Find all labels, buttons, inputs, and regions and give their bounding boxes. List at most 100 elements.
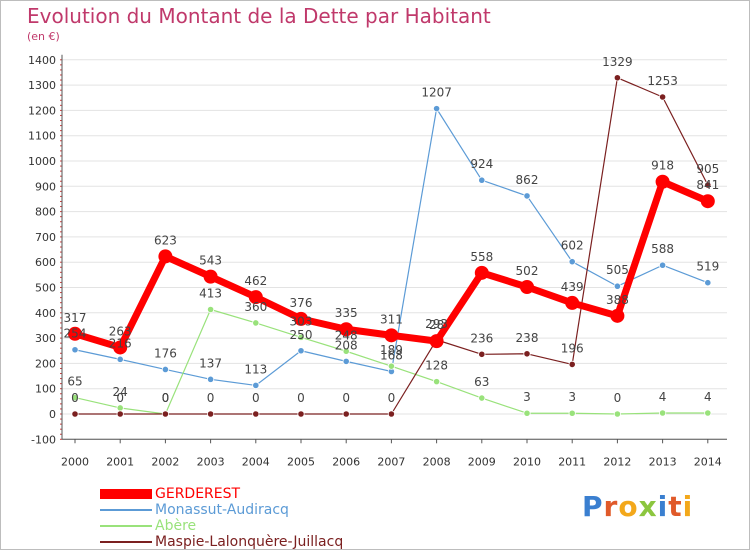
data-point: [474, 265, 489, 280]
data-label: 196: [561, 341, 584, 355]
data-label: 236: [470, 331, 493, 345]
data-label: 0: [388, 391, 396, 405]
chart-legend: GERDEREST Monassut-Audiracq Abère Maspie-La…: [100, 486, 343, 550]
data-label: 0: [116, 391, 124, 405]
data-label: 189: [380, 343, 403, 357]
data-label: 1329: [602, 55, 633, 69]
data-point: [478, 350, 486, 358]
data-label: 0: [614, 391, 622, 405]
data-label: 4: [704, 390, 712, 404]
data-point: [207, 305, 215, 314]
data-point: [248, 290, 263, 305]
data-point: [113, 340, 128, 355]
data-point: [384, 328, 399, 343]
y-tick-label: 900: [35, 180, 56, 193]
data-point: [565, 295, 580, 310]
legend-label: Monassut-Audiracq: [155, 502, 289, 518]
data-point: [252, 381, 260, 390]
data-point: [520, 279, 534, 294]
data-point: [203, 269, 218, 284]
data-label: 0: [252, 391, 260, 405]
data-point: [568, 258, 576, 266]
data-point: [432, 378, 441, 386]
data-point: [71, 393, 79, 402]
x-tick-label: 2006: [332, 455, 360, 468]
data-point: [568, 409, 576, 417]
logo-letter: P: [582, 490, 604, 523]
data-point: [252, 319, 260, 327]
data-label: 65: [67, 375, 82, 389]
chart-subtitle: (en €): [27, 30, 60, 43]
y-tick-label: 1000: [28, 155, 56, 168]
data-label: 918: [651, 159, 674, 173]
data-label: 311: [380, 312, 403, 326]
data-point: [700, 194, 715, 209]
data-label: 248: [335, 328, 358, 342]
data-label: 128: [425, 359, 448, 373]
y-tick-label: 400: [35, 307, 56, 320]
y-tick-label: -100: [31, 433, 56, 446]
legend-swatch: [100, 509, 152, 511]
data-point: [342, 347, 350, 355]
data-point: [339, 322, 354, 337]
data-point: [704, 409, 712, 417]
y-tick-label: 800: [35, 206, 56, 219]
data-label: 63: [474, 375, 489, 389]
data-label: 28: [429, 318, 444, 332]
legend-item: GERDEREST: [100, 486, 343, 502]
legend-label: Abère: [155, 518, 197, 534]
data-point: [207, 410, 215, 418]
data-label: 413: [199, 287, 222, 301]
y-tick-label: 500: [35, 282, 56, 295]
data-point: [294, 311, 308, 326]
data-label: 24: [113, 385, 128, 399]
legend-swatch: [100, 489, 152, 499]
x-tick-label: 2001: [106, 455, 134, 468]
data-label: 841: [696, 178, 719, 192]
x-tick-label: 2013: [649, 455, 677, 468]
data-point: [297, 333, 305, 341]
x-tick-label: 2003: [197, 455, 225, 468]
data-label: 238: [516, 331, 539, 345]
data-point: [429, 334, 444, 349]
data-label: 113: [244, 362, 267, 376]
y-tick-label: 700: [35, 231, 56, 244]
x-tick-label: 2010: [513, 455, 541, 468]
y-tick-label: 200: [35, 357, 56, 370]
data-label: 360: [244, 300, 267, 314]
x-tick-label: 2002: [151, 455, 179, 468]
data-point: [116, 404, 124, 412]
data-point: [613, 282, 622, 290]
x-tick-label: 2007: [377, 455, 405, 468]
data-point: [523, 192, 531, 200]
data-label: 462: [244, 274, 267, 288]
data-point: [478, 394, 486, 402]
y-tick-label: 1300: [28, 79, 56, 92]
data-point: [161, 365, 169, 374]
y-tick-label: 100: [35, 383, 56, 396]
data-point: [704, 181, 712, 189]
data-label: 924: [470, 157, 493, 171]
data-label: 216: [109, 336, 132, 350]
data-label: 0: [207, 391, 215, 405]
data-point: [523, 409, 531, 417]
data-point: [658, 409, 667, 417]
logo-letter: x: [638, 490, 658, 523]
data-point: [655, 174, 670, 189]
legend-label: GERDEREST: [155, 486, 241, 502]
data-label: 0: [162, 391, 170, 405]
data-label: 543: [199, 254, 222, 268]
legend-swatch: [100, 541, 152, 543]
data-label: 0: [71, 391, 79, 405]
x-tick-label: 2011: [558, 455, 586, 468]
y-tick-label: 0: [49, 408, 56, 421]
data-label: 263: [109, 324, 132, 338]
data-label: 623: [154, 233, 177, 247]
data-label: 376: [290, 296, 313, 310]
data-point: [207, 375, 215, 383]
logo-letter: i: [682, 490, 694, 523]
data-label: 0: [297, 391, 305, 405]
data-point: [342, 410, 350, 418]
data-point: [613, 74, 622, 82]
